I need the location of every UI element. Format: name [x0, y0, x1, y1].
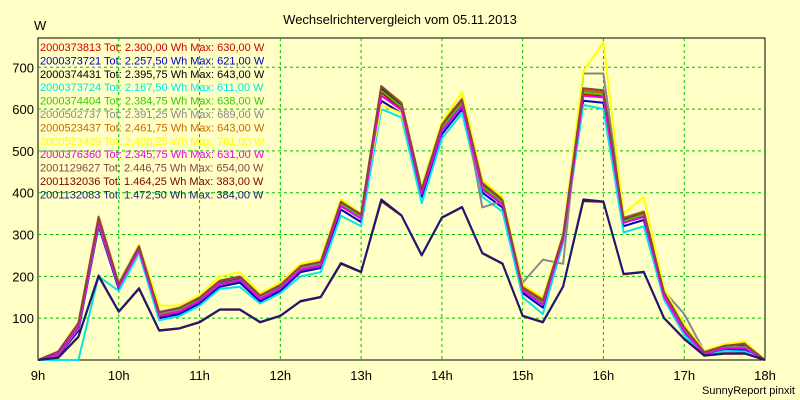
legend-entry: 2001129627 Tot: 2.446,75 Wh Max: 654,00 … — [40, 163, 264, 175]
legend-entry: 2000374404 Tot: 2.384,75 Wh Max: 638,00 … — [40, 96, 265, 108]
y-axis-ticks: 100 200 300 400 500 600 700 — [12, 60, 34, 326]
y-tick-label: 200 — [12, 269, 34, 284]
y-axis-unit-label: W — [34, 18, 47, 33]
legend-entry: 2000373813 Tot: 2.300,00 Wh Max: 630,00 … — [40, 42, 265, 54]
x-tick-label: 14h — [431, 368, 453, 383]
y-tick-label: 700 — [12, 60, 34, 75]
y-tick-label: 600 — [12, 102, 34, 117]
legend-entry: 2000374431 Tot: 2.395,75 Wh Max: 643,00 … — [40, 69, 265, 81]
series-line-12 — [37, 198, 766, 361]
legend-entry: 2000373721 Tot: 2.257,50 Wh Max: 621,00 … — [40, 55, 265, 67]
series-line-10 — [37, 85, 766, 361]
x-axis-ticks: 9h 10h 11h 12h 13h 14h 15h 16h 17h 18h — [31, 368, 776, 383]
chart-title: Wechselrichtervergleich vom 05.11.2013 — [283, 12, 517, 27]
x-tick-label: 9h — [31, 368, 45, 383]
legend-entry: 2000376360 Tot: 2.345,75 Wh Max: 631,00 … — [40, 149, 265, 161]
x-tick-label: 11h — [189, 368, 210, 383]
x-tick-label: 15h — [512, 368, 534, 383]
x-tick-label: 10h — [108, 368, 130, 383]
legend-entry: 2000523437 Tot: 2.461,75 Wh Max: 643,00 … — [40, 122, 265, 134]
legend: 2000373813 Tot: 2.300,00 Wh Max: 630,00 … — [40, 42, 265, 201]
x-tick-label: 13h — [350, 368, 372, 383]
y-tick-label: 500 — [12, 144, 34, 159]
x-tick-label: 16h — [593, 368, 615, 383]
series-line-9 — [37, 94, 766, 361]
x-tick-label: 18h — [754, 368, 776, 383]
legend-entry: 2001132036 Tot: 1.464,25 Wh Max: 383,00 … — [40, 176, 264, 188]
series-line-4 — [38, 103, 766, 361]
x-tick-label: 12h — [269, 368, 291, 383]
x-tick-label: 17h — [673, 368, 695, 383]
legend-entry: 2000373724 Tot: 2.167,50 Wh Max: 611,00 … — [40, 82, 264, 94]
legend-entry: 2000502737 Tot: 2.391,25 Wh Max: 689,00 … — [40, 109, 265, 121]
legend-entry: 2001132083 Tot: 1.472,50 Wh Max: 384,00 … — [40, 189, 264, 201]
series-lines — [37, 41, 766, 361]
legend-entry: 2000523439 Tot: 2.468,25 Wh Max: 761,00 … — [40, 136, 265, 148]
y-tick-label: 300 — [12, 228, 34, 243]
credit-text: SunnyReport pinxit — [702, 385, 795, 397]
y-tick-label: 400 — [12, 186, 34, 201]
y-tick-label: 100 — [12, 311, 34, 326]
